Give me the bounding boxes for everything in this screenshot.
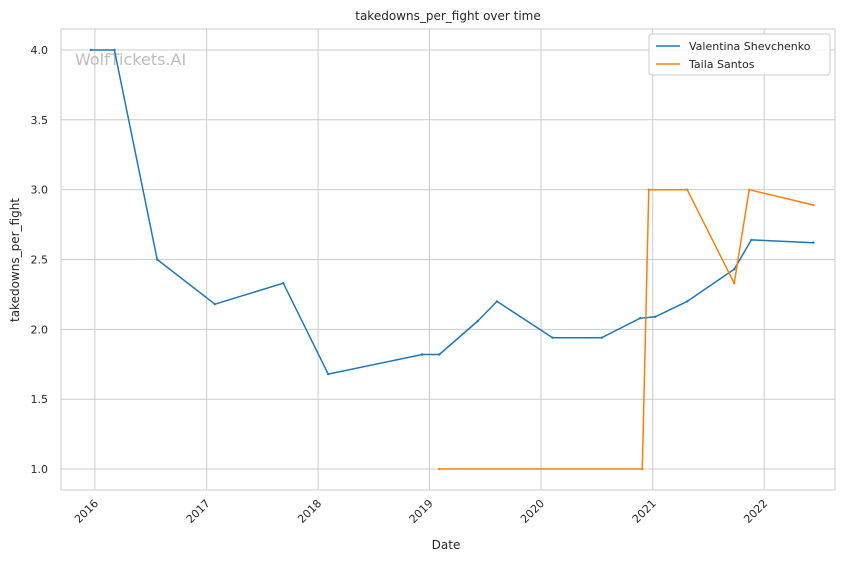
data-point-valentina-shevchenko (89, 48, 93, 52)
data-point-valentina-shevchenko (733, 268, 736, 271)
data-point-valentina-shevchenko (686, 300, 689, 303)
data-point-valentina-shevchenko (600, 336, 603, 339)
y-axis-label: takedowns_per_fight (8, 198, 22, 322)
data-point-valentina-shevchenko (421, 353, 424, 356)
data-point-valentina-shevchenko (551, 336, 554, 339)
legend-box (648, 33, 831, 76)
data-point-valentina-shevchenko (653, 315, 657, 318)
data-point-valentina-shevchenko (438, 353, 441, 356)
watermark: WolfTickets.AI (75, 50, 186, 69)
series-lines (89, 48, 815, 471)
data-point-taila-santos (686, 188, 689, 191)
data-point-taila-santos (647, 188, 650, 191)
data-point-valentina-shevchenko (113, 48, 116, 52)
y-tick-label: 2.0 (31, 323, 49, 336)
data-point-taila-santos (641, 467, 644, 471)
data-point-valentina-shevchenko (476, 319, 479, 323)
y-tick-label: 1.0 (31, 463, 49, 476)
data-point-valentina-shevchenko (495, 300, 499, 303)
plot-frame (60, 28, 836, 491)
y-tick-label: 1.5 (31, 393, 49, 406)
legend-label: Taila Santos (688, 58, 755, 71)
y-tick-label: 3.5 (31, 114, 49, 127)
data-point-valentina-shevchenko (155, 258, 159, 261)
series-line-valentina-shevchenko (90, 49, 814, 375)
y-tick-label: 4.0 (31, 44, 49, 57)
x-axis-label: Date (432, 538, 461, 552)
data-point-taila-santos (438, 467, 441, 471)
y-tick-label: 3.0 (31, 184, 49, 197)
legend: Valentina Shevchenko Taila Santos (648, 33, 831, 76)
y-axis-ticks: 1.0 1.5 2.0 2.5 3.0 3.5 4.0 (31, 44, 49, 476)
data-point-valentina-shevchenko (213, 303, 217, 306)
chart-title: takedowns_per_fight over time (355, 9, 541, 23)
data-point-valentina-shevchenko (639, 316, 642, 320)
y-tick-label: 2.5 (31, 254, 49, 267)
data-point-valentina-shevchenko (812, 241, 815, 244)
grid (61, 29, 835, 490)
data-point-taila-santos (733, 282, 736, 285)
data-point-valentina-shevchenko (326, 372, 330, 376)
data-point-valentina-shevchenko (750, 238, 753, 242)
data-point-valentina-shevchenko (282, 282, 285, 285)
data-point-taila-santos (748, 188, 751, 191)
data-point-taila-santos (812, 203, 815, 207)
legend-label: Valentina Shevchenko (689, 40, 811, 53)
